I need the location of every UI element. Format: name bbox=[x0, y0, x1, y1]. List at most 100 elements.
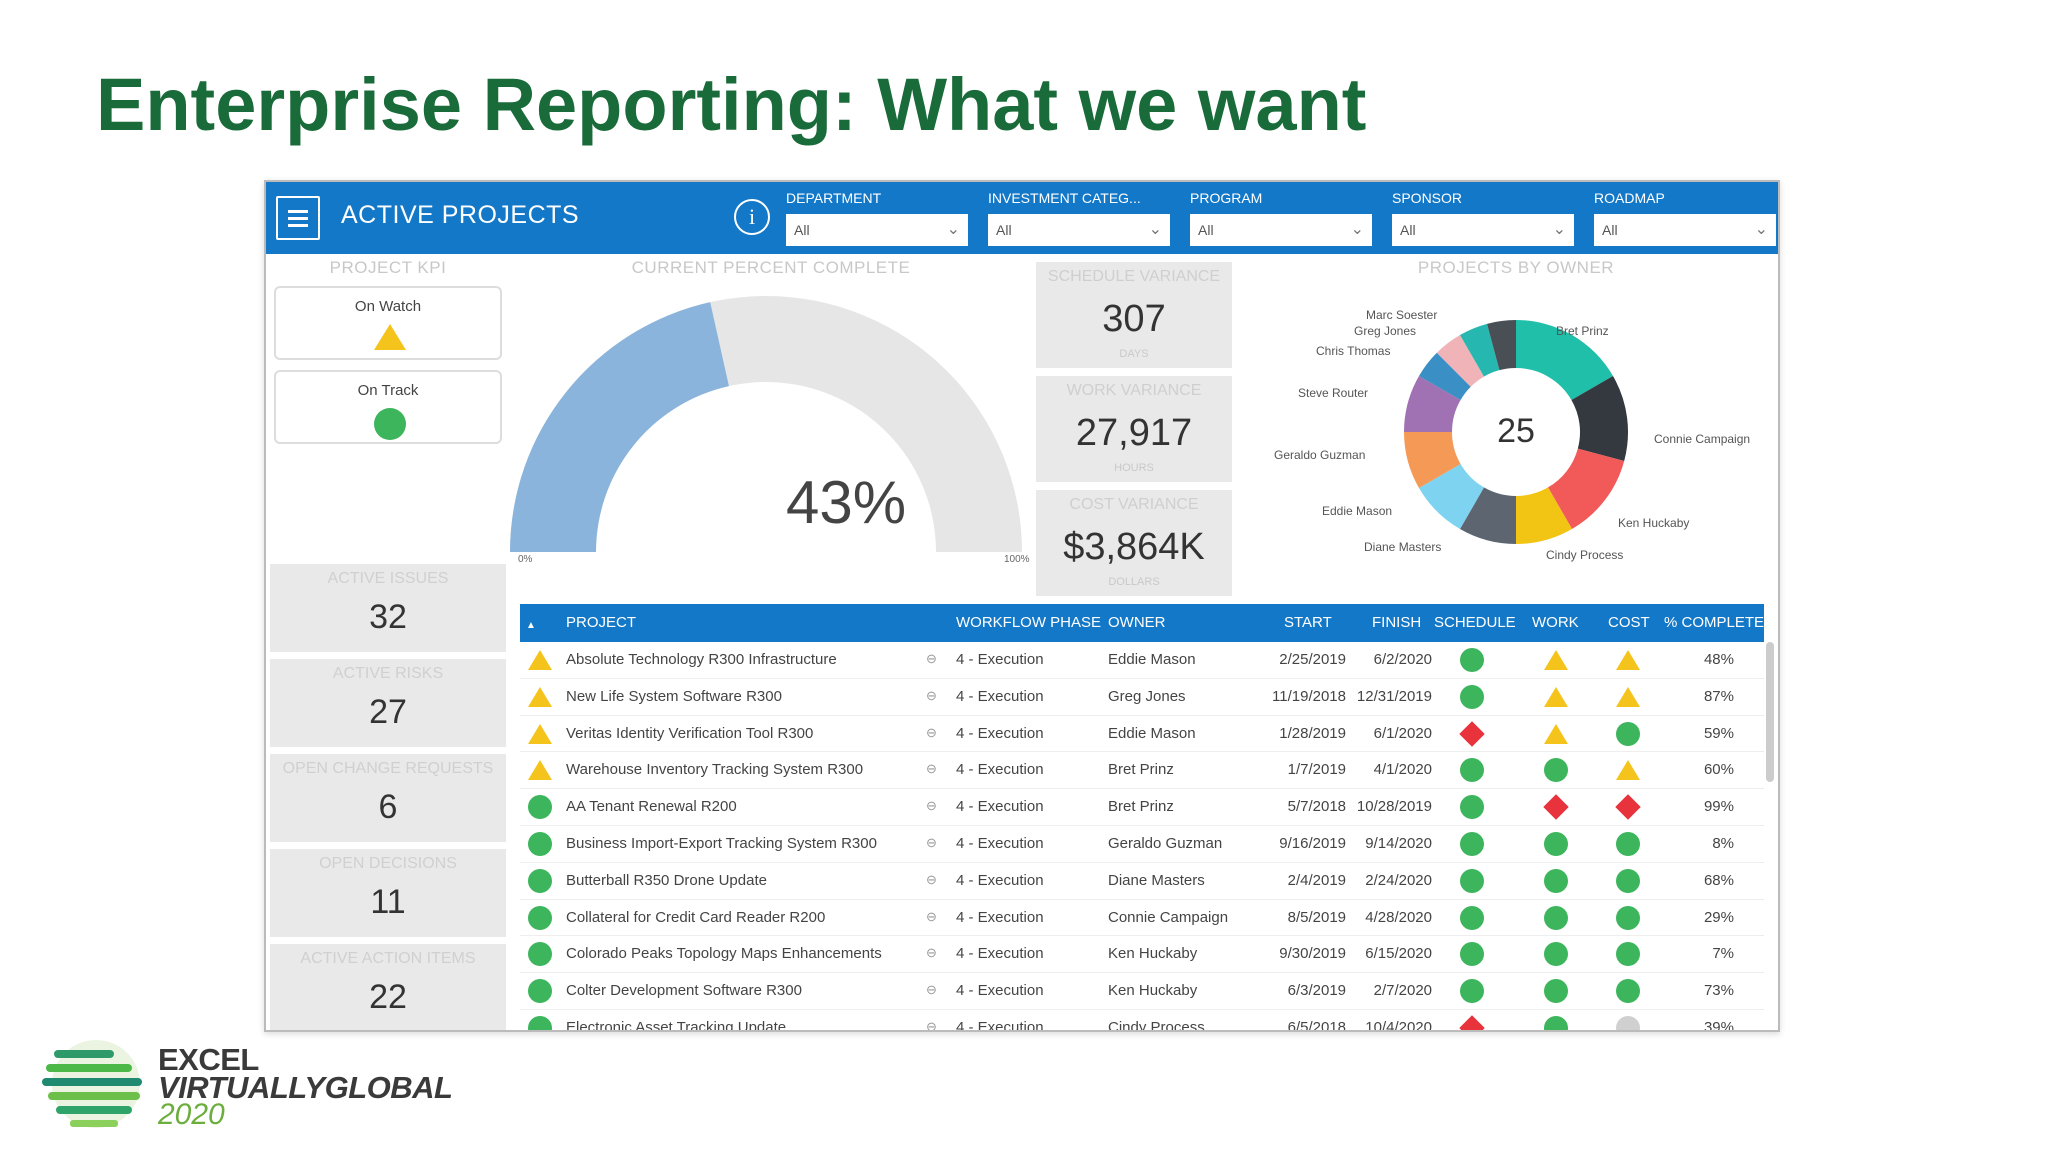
info-icon[interactable]: i bbox=[734, 199, 770, 235]
finish-date: 6/2/2020 bbox=[1373, 651, 1432, 668]
col-cost[interactable]: COST bbox=[1608, 614, 1650, 631]
gauge-chart bbox=[510, 296, 1022, 552]
finish-date: 2/7/2020 bbox=[1373, 982, 1432, 1000]
stat-value: 11 bbox=[370, 883, 406, 921]
table-row[interactable]: New Life System Software R300 ⊖ 4 - Execut… bbox=[520, 679, 1764, 716]
kpi-on-track[interactable]: On Track bbox=[274, 370, 502, 444]
link-icon[interactable]: ⊖ bbox=[926, 908, 937, 924]
link-icon[interactable]: ⊖ bbox=[926, 724, 937, 740]
table-header: ▲ PROJECT WORKFLOW PHASE OWNER START FIN… bbox=[520, 604, 1764, 642]
table-row[interactable]: Veritas Identity Verification Tool R300 ⊖… bbox=[520, 716, 1764, 753]
col-project[interactable]: PROJECT bbox=[566, 614, 637, 631]
finish-date: 9/14/2020 bbox=[1365, 834, 1432, 852]
link-icon[interactable]: ⊖ bbox=[926, 651, 937, 666]
filter-dropdown[interactable]: All ⌄ bbox=[988, 214, 1170, 246]
link-icon[interactable]: ⊖ bbox=[926, 945, 937, 961]
donut-segment-steve-router[interactable] bbox=[1404, 376, 1461, 432]
kpi-label: On Track bbox=[357, 382, 419, 399]
filter-value: All bbox=[1400, 222, 1416, 238]
filter-dropdown[interactable]: All ⌄ bbox=[1594, 214, 1776, 246]
link-icon[interactable]: ⊖ bbox=[926, 834, 937, 850]
link-icon[interactable]: ⊖ bbox=[926, 798, 937, 814]
donut-segment-eddie-mason[interactable] bbox=[1419, 464, 1484, 529]
table-row[interactable]: Electronic Asset Tracking Update ⊖ 4 - Exe… bbox=[520, 1010, 1764, 1032]
projects-table: ▲ PROJECT WORKFLOW PHASE OWNER START FIN… bbox=[520, 604, 1764, 1032]
col-start[interactable]: START bbox=[1284, 614, 1332, 631]
link-icon[interactable]: ⊖ bbox=[926, 761, 937, 777]
project-name: Colter Development Software R300 bbox=[566, 982, 802, 1000]
stat-value: 6 bbox=[378, 788, 398, 826]
donut-segment-other[interactable] bbox=[1487, 320, 1516, 371]
green-dot-icon bbox=[528, 1015, 552, 1030]
start-date: 2/25/2019 bbox=[1279, 651, 1346, 668]
link-icon[interactable]: ⊖ bbox=[926, 687, 937, 703]
table-row[interactable]: AA Tenant Renewal R200 ⊖ 4 - Execution Bret… bbox=[520, 789, 1764, 826]
gauge-value: 43% bbox=[785, 469, 907, 536]
donut-segment-ken-huckaby[interactable] bbox=[1548, 448, 1625, 529]
link-icon[interactable]: ⊖ bbox=[926, 1018, 937, 1032]
owner-name: Geraldo Guzman bbox=[1108, 834, 1223, 852]
col-schedule[interactable]: SCHEDULE bbox=[1434, 614, 1516, 631]
donut-segment-greg-jones[interactable] bbox=[1436, 335, 1484, 387]
grey-dot-icon bbox=[1616, 1015, 1640, 1030]
green-dot-icon bbox=[1544, 868, 1568, 893]
filter-program[interactable]: PROGRAM All ⌄ bbox=[1190, 188, 1372, 246]
start-date: 6/5/2018 bbox=[1287, 1018, 1346, 1032]
table-row[interactable]: Business Import-Export Tracking System R… bbox=[520, 826, 1764, 863]
donut-segment-cindy-process[interactable] bbox=[1516, 487, 1572, 544]
finish-date: 10/28/2019 bbox=[1356, 798, 1432, 816]
owner-name: Bret Prinz bbox=[1108, 798, 1174, 816]
filter-dropdown[interactable]: All ⌄ bbox=[1392, 214, 1574, 246]
table-row[interactable]: Collateral for Credit Card Reader R200 ⊖ 4… bbox=[520, 900, 1764, 937]
table-row[interactable]: Butterball R350 Drone Update ⊖ 4 - Executi… bbox=[520, 863, 1764, 900]
project-name: Electronic Asset Tracking Update bbox=[566, 1018, 787, 1032]
filter-dropdown[interactable]: All ⌄ bbox=[1190, 214, 1372, 246]
filter-dropdown[interactable]: All ⌄ bbox=[786, 214, 968, 246]
green-dot-icon bbox=[1460, 831, 1484, 856]
col-workflow-phase[interactable]: WORKFLOW PHASE bbox=[956, 614, 1102, 631]
link-icon[interactable]: ⊖ bbox=[926, 982, 937, 998]
donut-label-eddie-mason: Eddie Mason bbox=[1322, 504, 1393, 518]
table-row[interactable]: Warehouse Inventory Tracking System R300… bbox=[520, 752, 1764, 790]
filter-investment-category[interactable]: INVESTMENT CATEG... All ⌄ bbox=[988, 188, 1170, 246]
filter-sponsor[interactable]: SPONSOR All ⌄ bbox=[1392, 188, 1574, 246]
chevron-down-icon: ⌄ bbox=[946, 221, 960, 238]
donut-segment-connie-campaign[interactable] bbox=[1571, 376, 1628, 461]
warning-triangle-icon bbox=[1616, 650, 1640, 670]
sort-up-icon[interactable]: ▲ bbox=[526, 620, 536, 631]
green-dot-icon bbox=[528, 795, 552, 820]
project-name: New Life System Software R300 bbox=[566, 687, 782, 705]
table-scrollbar[interactable] bbox=[1766, 642, 1774, 782]
filter-roadmap[interactable]: ROADMAP All ⌄ bbox=[1594, 188, 1776, 246]
logo-text-excel: EXCEL bbox=[158, 1042, 259, 1077]
link-icon[interactable]: ⊖ bbox=[926, 871, 937, 887]
col-work[interactable]: WORK bbox=[1532, 614, 1579, 631]
gauge-max-label: 100% bbox=[1004, 554, 1030, 565]
stat-title: ACTIVE ACTION ITEMS bbox=[300, 950, 476, 967]
workflow-phase: 4 - Execution bbox=[956, 945, 1044, 963]
donut-segment-chris-thomas[interactable] bbox=[1419, 352, 1471, 400]
donut-segment-bret-prinz[interactable] bbox=[1516, 320, 1613, 400]
percent-complete: 8% bbox=[1712, 834, 1734, 852]
table-body: Absolute Technology R300 Infrastructure ⊖… bbox=[520, 642, 1764, 1032]
percent-complete: 68% bbox=[1703, 871, 1734, 889]
green-dot-icon bbox=[528, 831, 552, 856]
col-owner[interactable]: OWNER bbox=[1108, 614, 1166, 631]
table-row[interactable]: Colter Development Software R300 ⊖ 4 - Exe… bbox=[520, 973, 1764, 1010]
owner-name: Connie Campaign bbox=[1108, 908, 1229, 926]
filter-department[interactable]: DEPARTMENT All ⌄ bbox=[786, 188, 968, 246]
gauge-fill bbox=[510, 302, 729, 552]
donut-segment-marc-soester[interactable] bbox=[1460, 323, 1500, 377]
kpi-on-watch[interactable]: On Watch bbox=[274, 286, 502, 360]
gauge-title: CURRENT PERCENT COMPLETE bbox=[631, 258, 911, 277]
workflow-phase: 4 - Execution bbox=[956, 687, 1044, 705]
menu-icon[interactable] bbox=[276, 196, 320, 240]
table-row[interactable]: Colorado Peaks Topology Maps Enhancement… bbox=[520, 936, 1764, 974]
donut-segment-geraldo-guzman[interactable] bbox=[1404, 432, 1461, 488]
donut-label-bret-prinz: Bret Prinz bbox=[1556, 324, 1609, 338]
col-percent-complete[interactable]: % COMPLETE bbox=[1664, 614, 1765, 631]
donut-segment-diane-masters[interactable] bbox=[1460, 487, 1516, 544]
col-finish[interactable]: FINISH bbox=[1372, 614, 1422, 631]
stat-value: 27 bbox=[369, 693, 407, 731]
table-row[interactable]: Absolute Technology R300 Infrastructure ⊖… bbox=[520, 642, 1764, 679]
